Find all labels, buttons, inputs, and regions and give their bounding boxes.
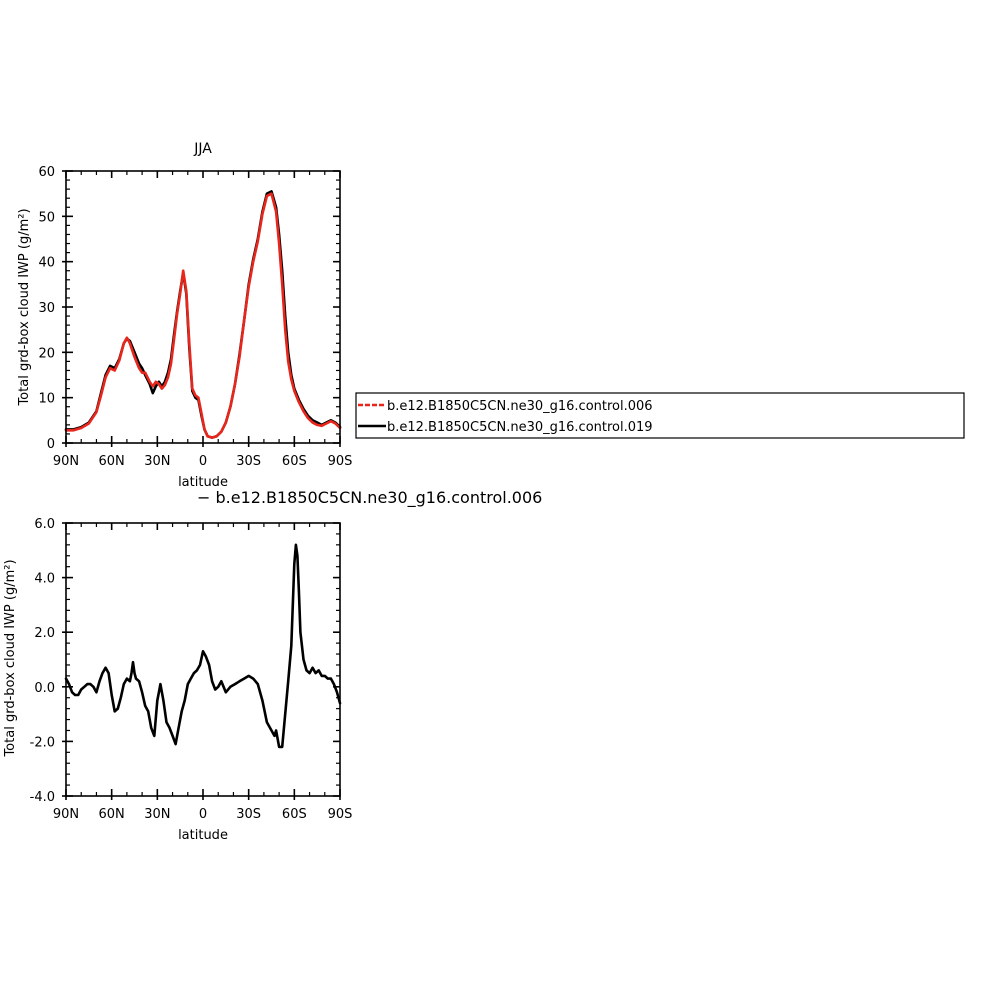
x-tick-label: 90S	[328, 807, 353, 822]
bottom-series-lines	[64, 543, 342, 749]
top-tick-labels: 90N 60N 30N 0 30S 60S 90S 0 10 20 30 40 50 60	[38, 165, 352, 469]
x-tick-label: 0	[199, 454, 207, 469]
y-tick-label: -4.0	[30, 790, 55, 805]
bottom-tick-labels: 90N 60N 30N 0 30S 60S 90S -4.0 -2.0 0.0 2.0 4.0 6.0	[30, 517, 353, 822]
legend: b.e12.B1850C5CN.ne30_g16.control.006 b.e…	[355, 392, 965, 439]
legend-entry-006: b.e12.B1850C5CN.ne30_g16.control.006	[387, 399, 653, 414]
x-tick-label: 60S	[282, 807, 307, 822]
y-tick-label: 2.0	[34, 626, 55, 641]
x-tick-label: 60N	[99, 807, 125, 822]
bottom-panel: − b.e12.B1850C5CN.ne30_g16.control.006 T…	[3, 488, 542, 843]
x-tick-label: 60S	[282, 454, 307, 469]
series-line-1	[64, 192, 342, 439]
y-tick-label: 10	[38, 392, 55, 407]
x-tick-label: 30N	[144, 807, 170, 822]
x-tick-label: 30S	[236, 807, 261, 822]
x-tick-label: 60N	[99, 454, 125, 469]
bottom-y-axis-label: Total grd-box cloud IWP (g/m²)	[3, 559, 18, 757]
y-tick-label: 50	[38, 210, 55, 225]
y-tick-label: -2.0	[30, 735, 55, 750]
x-tick-label: 90S	[328, 454, 353, 469]
top-series-lines	[64, 190, 342, 439]
top-y-axis-label: Total grd-box cloud IWP (g/m²)	[17, 208, 32, 406]
top-panel: JJA Total grd-box cloud IWP (g/m²) latit…	[17, 141, 352, 490]
y-tick-label: 0	[47, 437, 55, 452]
legend-box	[355, 392, 965, 439]
y-tick-label: 4.0	[34, 572, 55, 587]
x-tick-label: 30N	[144, 454, 170, 469]
x-tick-label: 90N	[53, 454, 79, 469]
x-tick-label: 0	[199, 807, 207, 822]
y-tick-label: 6.0	[34, 517, 55, 532]
bottom-chart-title: − b.e12.B1850C5CN.ne30_g16.control.006	[197, 488, 542, 508]
bottom-plot-frame	[65, 522, 341, 797]
legend-entry-019: b.e12.B1850C5CN.ne30_g16.control.019	[387, 420, 653, 435]
x-tick-label: 30S	[236, 454, 261, 469]
y-tick-label: 20	[38, 346, 55, 361]
x-tick-label: 90N	[53, 807, 79, 822]
y-tick-label: 30	[38, 301, 55, 316]
top-plot-frame	[65, 170, 341, 444]
bottom-x-axis-label: latitude	[178, 828, 228, 843]
series-line-0	[64, 543, 342, 749]
y-tick-label: 60	[38, 165, 55, 180]
top-x-axis-label: latitude	[178, 475, 228, 490]
top-chart-title: JJA	[193, 141, 212, 157]
y-tick-label: 0.0	[34, 681, 55, 696]
y-tick-label: 40	[38, 256, 55, 271]
